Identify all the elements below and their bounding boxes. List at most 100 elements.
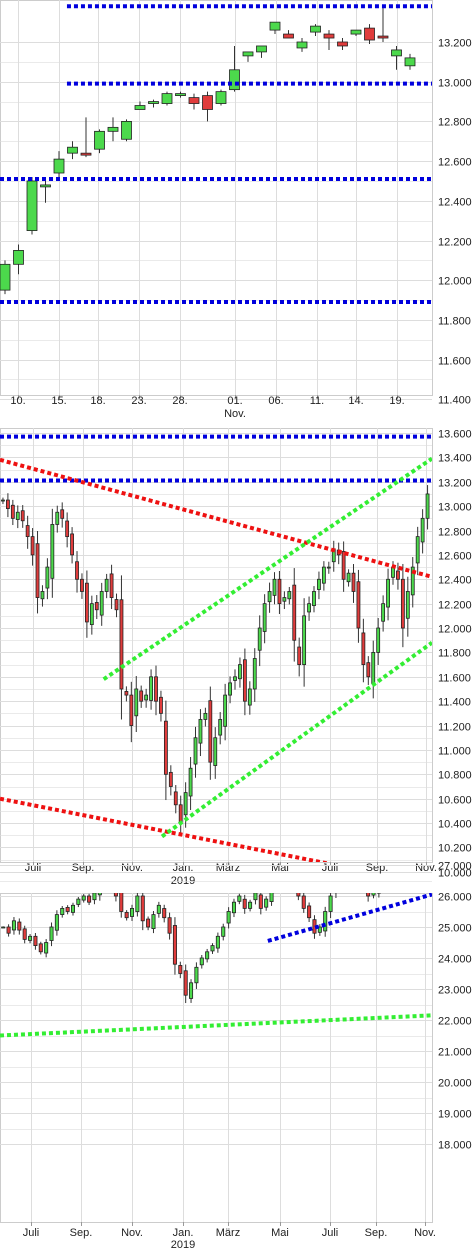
y-tick-label: 13.400 (438, 453, 472, 465)
candle-down (242, 659, 247, 702)
candle-down (173, 791, 178, 806)
x-tick-label: März (216, 862, 240, 874)
y-tick-label: 21.000 (438, 1047, 472, 1059)
x-tick-label: 06. (268, 395, 283, 407)
candle-down (140, 895, 145, 922)
x-tick-label: Jan. (173, 1227, 194, 1239)
candle-down (35, 543, 40, 598)
y-tick-label: 11.800 (438, 648, 471, 660)
candle-up (312, 591, 316, 607)
candle-up (269, 893, 274, 902)
candle-up (386, 578, 390, 608)
candle-down (109, 573, 114, 598)
y-tick-label: 12.600 (438, 157, 472, 169)
candle-up (15, 511, 20, 520)
y-tick-label: 20.000 (438, 1078, 472, 1090)
candle-down (75, 561, 79, 580)
x-tick-label: Juli (25, 862, 42, 874)
x-tick-label: 19. (389, 395, 404, 407)
y-tick-label: 13.600 (438, 429, 472, 441)
y-tick-label: 12.400 (438, 575, 472, 587)
green-trend-line (160, 641, 432, 839)
candle-down (202, 95, 213, 110)
y-tick-label: 13.000 (438, 78, 472, 90)
candle-down (188, 97, 200, 104)
candle-down (377, 35, 389, 39)
y-tick-label: 12.000 (438, 276, 472, 288)
candle-up (144, 694, 149, 701)
x-tick-label: Juli (322, 862, 339, 874)
candle-down (361, 632, 366, 666)
candle-up (49, 926, 54, 941)
x-tick-label: 18. (90, 395, 105, 407)
candle-up (156, 904, 161, 914)
candle-down (172, 925, 177, 965)
candle-down (94, 602, 99, 611)
candle-up (321, 566, 326, 584)
y-tick-label: 10.600 (438, 795, 472, 807)
y-tick-label: 11.600 (438, 673, 471, 685)
candle-down (159, 696, 163, 714)
candle-down (323, 33, 335, 39)
candle-down (113, 893, 118, 897)
candle-up (257, 627, 262, 651)
y-tick-label: 25.000 (438, 923, 472, 935)
candle-up (199, 957, 204, 966)
candle-up (205, 951, 210, 960)
candle-down (163, 720, 168, 775)
candle-up (189, 982, 194, 999)
candle-down (208, 700, 213, 763)
candle-up (272, 578, 277, 596)
candle-up (269, 21, 281, 31)
candle-up (307, 603, 311, 613)
candle-down (154, 676, 158, 702)
candle-down (356, 581, 361, 629)
y-tick-label: 12.800 (438, 117, 472, 129)
candle-up (104, 871, 107, 876)
candle-down (17, 921, 22, 931)
candle-down (297, 646, 302, 666)
chart-panel-2: 10.000 10.200 10.400 10.600 10.800 11.000 11.2… (0, 428, 472, 887)
candle-up (340, 868, 343, 882)
chart-panel-1: 11.400 11.600 11.800 12.000 12.200 12.400 12.6… (0, 0, 472, 420)
candle-up (94, 130, 105, 150)
candle-up (242, 51, 254, 57)
candle-up (237, 895, 242, 902)
candle-down (351, 572, 356, 592)
candle-up (267, 591, 272, 603)
candle-down (242, 898, 247, 909)
x-tick-label: 28. (172, 395, 187, 407)
candle-up (55, 511, 60, 525)
candle-up (233, 676, 237, 681)
candle-up (161, 93, 173, 104)
y-tick-label: 10.000 (438, 868, 472, 880)
candle-down (33, 935, 38, 946)
candle-down (162, 908, 167, 919)
candle-up (203, 712, 208, 720)
x-tick-label: Nov. (121, 1227, 143, 1239)
candle-up (104, 578, 109, 592)
candle-up (221, 926, 226, 937)
candle-up (60, 908, 65, 916)
y-tick-label: 18.000 (438, 1140, 472, 1152)
x-tick-label: Nov. (414, 1227, 436, 1239)
candle-up (26, 180, 38, 231)
x-tick-label: Sep. (366, 862, 389, 874)
candle-up (11, 920, 16, 931)
x-tick-label: Juli (322, 1227, 339, 1239)
candles (0, 4, 432, 305)
y-tick-label: 11.200 (438, 722, 471, 734)
candle-up (310, 25, 321, 33)
candle-up (53, 158, 65, 174)
candle-up (99, 591, 104, 616)
candle-down (139, 690, 144, 702)
candle-down (178, 965, 183, 974)
y-tick-label: 11.400 (438, 697, 471, 709)
candle-down (109, 874, 112, 881)
candle-up (252, 658, 257, 690)
candle-down (119, 893, 124, 912)
green-trend-line (102, 456, 432, 681)
y-tick-label: 13.000 (438, 502, 472, 514)
candle-up (328, 895, 333, 912)
